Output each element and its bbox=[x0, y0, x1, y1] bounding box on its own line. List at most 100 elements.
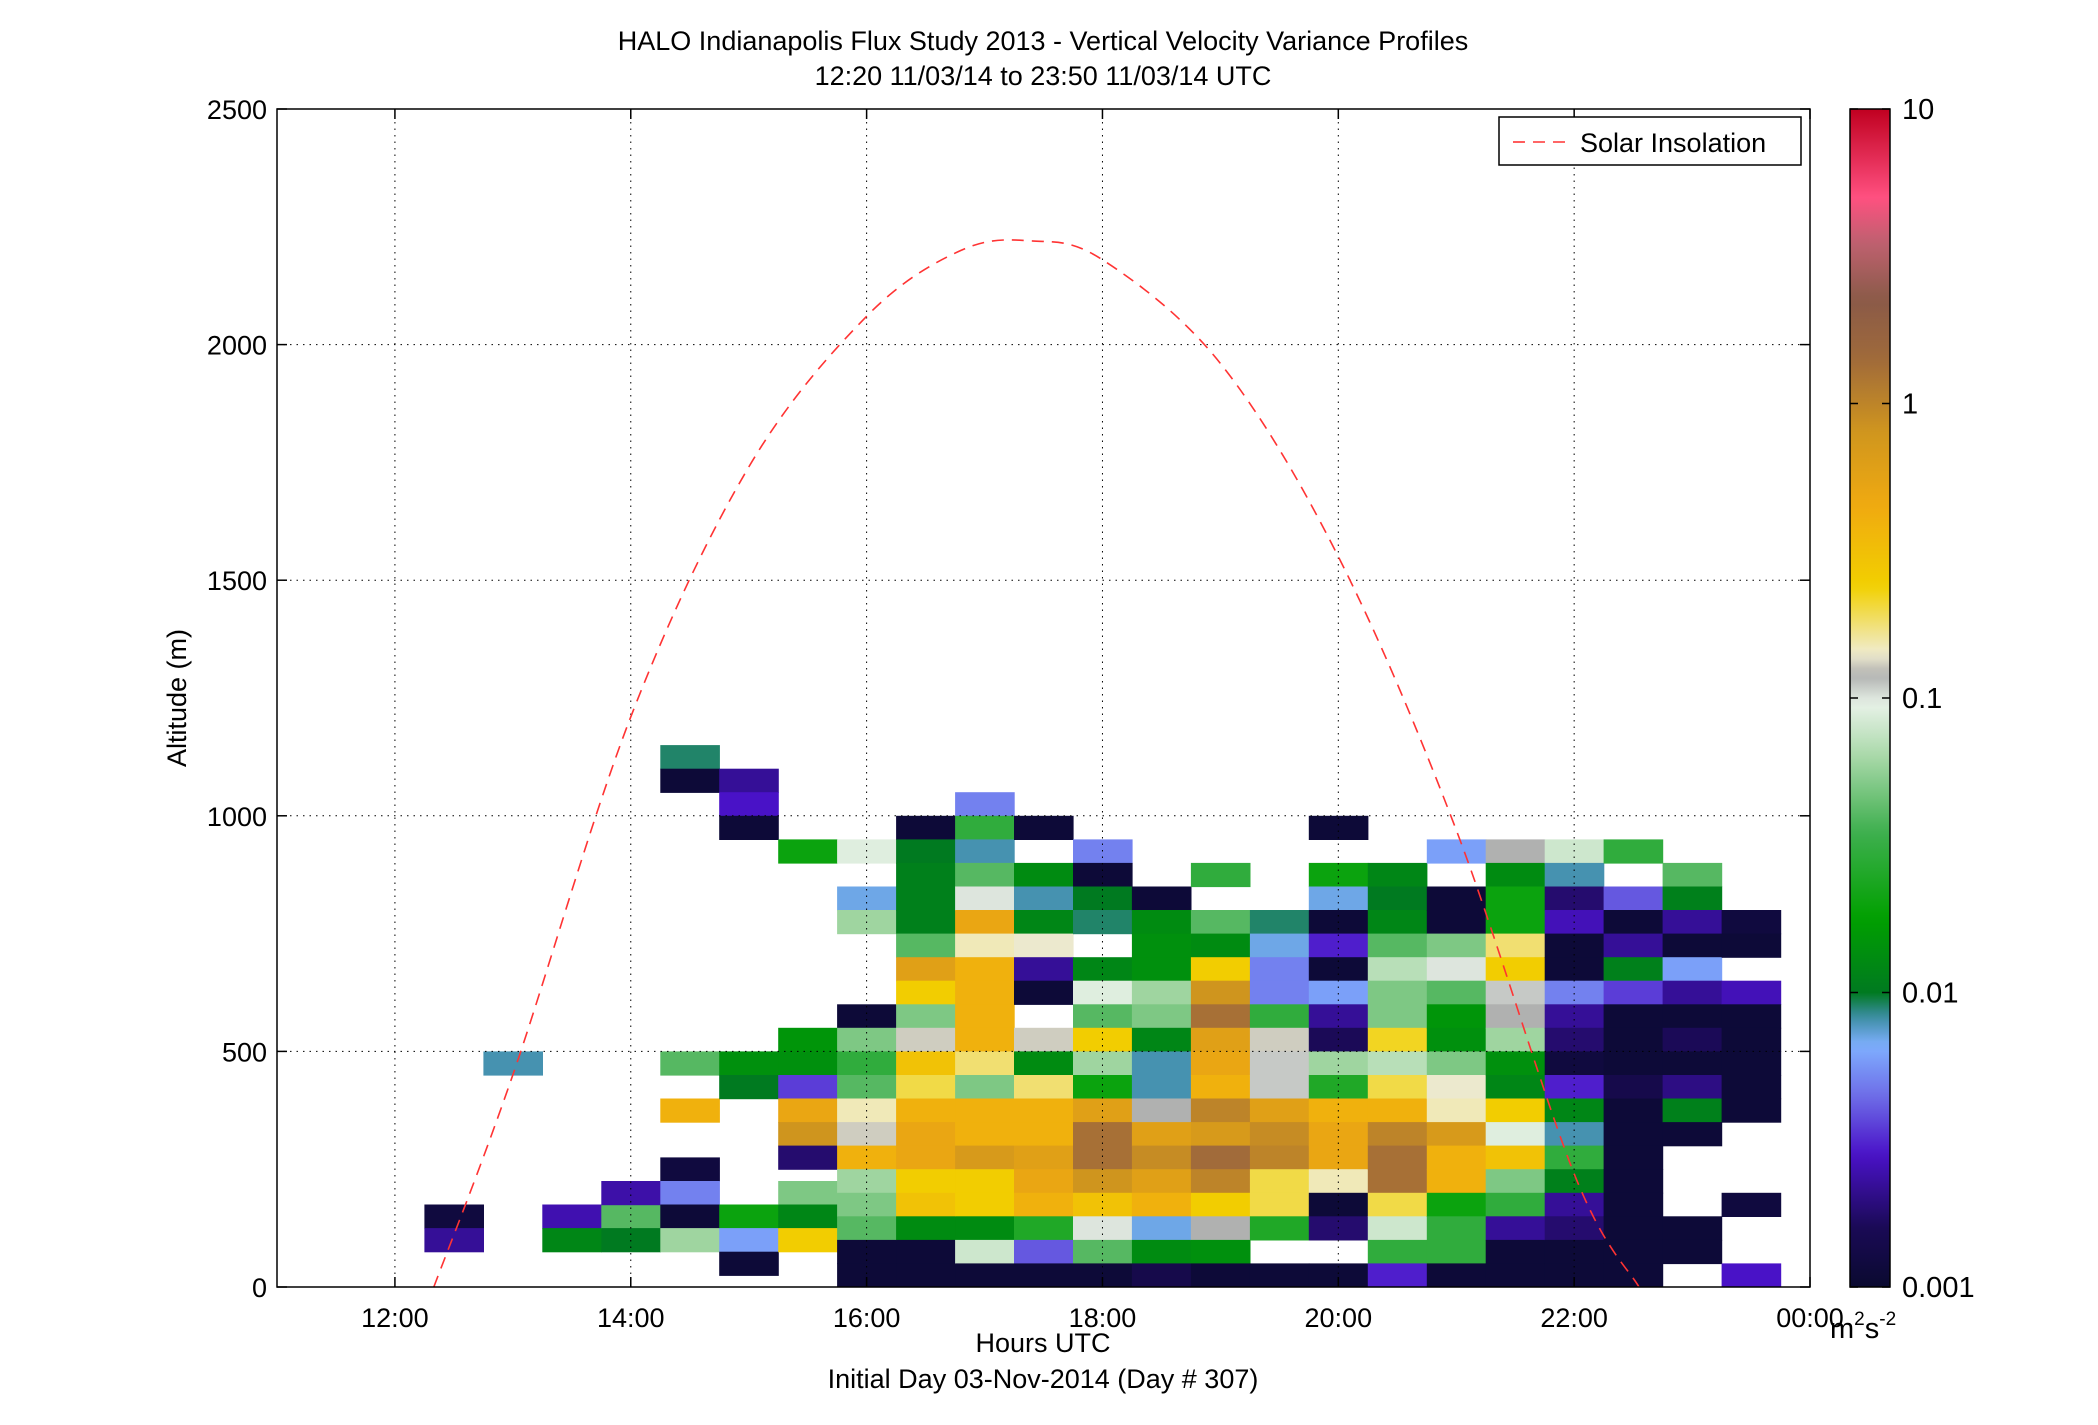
heatmap-cell bbox=[1603, 980, 1664, 1005]
heatmap-cell bbox=[837, 886, 897, 911]
y-tick-label: 1000 bbox=[207, 802, 267, 832]
heatmap-cell bbox=[896, 1122, 956, 1147]
colorbar-tick-label: 1 bbox=[1902, 389, 1918, 421]
heatmap-cell bbox=[1190, 1239, 1251, 1265]
x-tick-label: 00:00 bbox=[1776, 1303, 1844, 1333]
heatmap-cell bbox=[1014, 1098, 1074, 1123]
heatmap-cell bbox=[1249, 1169, 1310, 1194]
heatmap-cell bbox=[1603, 1027, 1664, 1052]
heatmap-cell bbox=[1603, 1145, 1664, 1170]
heatmap-cell bbox=[778, 839, 838, 864]
heatmap-cell bbox=[1485, 1075, 1546, 1100]
heatmap-cell bbox=[1367, 933, 1428, 958]
heatmap-cell bbox=[1249, 1192, 1310, 1217]
heatmap-cell bbox=[1131, 1027, 1192, 1052]
heatmap-cell bbox=[1485, 910, 1546, 935]
heatmap-cell bbox=[719, 768, 779, 793]
heatmap-cell bbox=[1014, 886, 1074, 911]
heatmap-cell bbox=[896, 910, 956, 935]
unit-m: m bbox=[1830, 1313, 1854, 1345]
heatmap-cell bbox=[1485, 1216, 1546, 1241]
heatmap-cell bbox=[1662, 1098, 1723, 1123]
heatmap-cell bbox=[1131, 1216, 1192, 1241]
colorbar-ticks: 0.001 0.01 0.1 1 10 bbox=[1850, 94, 1975, 1304]
heatmap-cell bbox=[1249, 1027, 1310, 1052]
heatmap-cell bbox=[1721, 1263, 1782, 1287]
heatmap-cell bbox=[1544, 886, 1605, 911]
heatmap-cell bbox=[1249, 933, 1310, 958]
heatmap-cell bbox=[1485, 886, 1546, 911]
heatmap-cell bbox=[896, 862, 956, 888]
heatmap-cell bbox=[1073, 1263, 1133, 1287]
y-tick-label: 2500 bbox=[207, 95, 267, 125]
heatmap-cell bbox=[1014, 1192, 1074, 1217]
heatmap-cell bbox=[1014, 1216, 1074, 1241]
heatmap-cell bbox=[719, 1251, 779, 1276]
heatmap-cell bbox=[1073, 1075, 1133, 1100]
heatmap-cell bbox=[660, 1228, 720, 1253]
heatmap-cell bbox=[1662, 886, 1723, 911]
heatmap-cell bbox=[719, 792, 779, 817]
unit-s: s bbox=[1865, 1313, 1880, 1345]
heatmap-cell bbox=[1367, 1192, 1428, 1217]
heatmap-cell bbox=[955, 1169, 1015, 1194]
heatmap-cell bbox=[1190, 1263, 1251, 1287]
x-axis-ticks: 12:00 14:00 16:00 18:00 20:00 22:00 00:00 bbox=[361, 109, 1844, 1333]
heatmap-cell bbox=[1014, 862, 1074, 888]
heatmap-cell bbox=[1073, 1004, 1133, 1029]
heatmap-cell bbox=[778, 1204, 838, 1229]
heatmap-cell bbox=[1014, 1027, 1074, 1052]
heatmap-cell bbox=[1190, 1027, 1251, 1052]
heatmap-cell bbox=[1190, 1122, 1251, 1147]
heatmap-cell bbox=[1308, 1004, 1369, 1029]
x-tick-label: 20:00 bbox=[1305, 1303, 1373, 1333]
heatmap-cell bbox=[1662, 1122, 1723, 1147]
heatmap-cell bbox=[1485, 1027, 1546, 1052]
heatmap-cell bbox=[1131, 1263, 1192, 1287]
heatmap-cell bbox=[1426, 1027, 1487, 1052]
heatmap-cell bbox=[1544, 1192, 1605, 1217]
heatmap-cell bbox=[955, 1145, 1015, 1170]
heatmap-cell bbox=[1014, 1263, 1074, 1287]
x-tick-label: 14:00 bbox=[597, 1303, 665, 1333]
solar-insolation-line bbox=[433, 239, 1640, 1287]
y-tick-label: 2000 bbox=[207, 331, 267, 361]
heatmap-cell bbox=[1073, 980, 1133, 1005]
heatmap-cell bbox=[1367, 980, 1428, 1005]
heatmap-cell bbox=[424, 1228, 484, 1253]
y-tick-label: 500 bbox=[222, 1037, 267, 1067]
heatmap-cell bbox=[778, 1228, 838, 1253]
heatmap-cell bbox=[896, 957, 956, 982]
x-tick-label: 16:00 bbox=[833, 1303, 901, 1333]
heatmap-cell bbox=[1073, 1192, 1133, 1217]
heatmap-cell bbox=[1662, 957, 1723, 982]
heatmap-cell bbox=[1662, 1075, 1723, 1100]
heatmap-cell bbox=[1426, 1145, 1487, 1170]
heatmap-cell bbox=[1014, 1122, 1074, 1147]
heatmap-cell bbox=[896, 1027, 956, 1052]
heatmap-cell bbox=[1426, 910, 1487, 935]
heatmap-cell bbox=[719, 1051, 779, 1076]
heatmap-cell bbox=[1544, 1075, 1605, 1100]
heatmap-cell bbox=[896, 1239, 956, 1265]
heatmap-cell bbox=[1131, 1098, 1192, 1123]
x-axis-label: Hours UTC bbox=[975, 1328, 1110, 1358]
heatmap-cell bbox=[955, 1027, 1015, 1052]
heatmap-cell bbox=[1367, 1098, 1428, 1123]
heatmap-cell bbox=[1603, 1192, 1664, 1217]
heatmap-cell bbox=[1131, 1145, 1192, 1170]
heatmap-cell bbox=[1426, 1216, 1487, 1241]
heatmap-cell bbox=[955, 1216, 1015, 1241]
heatmap-cell bbox=[1544, 1169, 1605, 1194]
heatmap-cell bbox=[1426, 1004, 1487, 1029]
heatmap-cell bbox=[1662, 1239, 1723, 1265]
heatmap-cell bbox=[1603, 1263, 1664, 1287]
heatmap-cell bbox=[1721, 1027, 1782, 1052]
heatmap-cell bbox=[1603, 1075, 1664, 1100]
heatmap-cell bbox=[1426, 1192, 1487, 1217]
heatmap-cell bbox=[1662, 1027, 1723, 1052]
heatmap-cell bbox=[1603, 910, 1664, 935]
heatmap-cell bbox=[1131, 1192, 1192, 1217]
y-tick-label: 1500 bbox=[207, 566, 267, 596]
heatmap-cell bbox=[955, 886, 1015, 911]
